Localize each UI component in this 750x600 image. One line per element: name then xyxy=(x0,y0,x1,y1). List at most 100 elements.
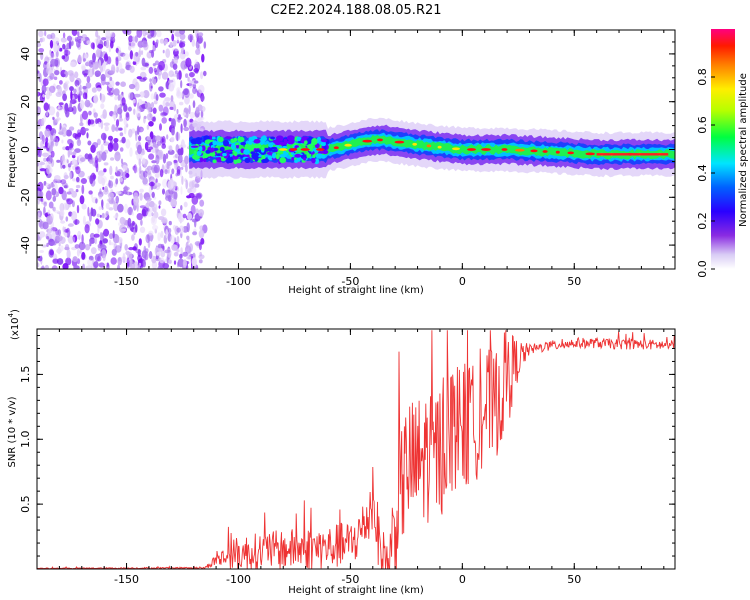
noise-blob xyxy=(45,190,52,201)
noise-blob xyxy=(74,71,79,79)
noise-blob xyxy=(80,99,85,110)
noise-blob xyxy=(118,127,123,131)
noise-blob xyxy=(46,66,53,75)
ridge-blob xyxy=(195,137,203,141)
noise-blob xyxy=(151,191,155,198)
noise-blob xyxy=(53,43,58,53)
noise-blob xyxy=(46,110,49,117)
noise-blob xyxy=(190,204,196,215)
noise-blob xyxy=(105,39,110,49)
ridge-blob xyxy=(221,158,226,162)
noise-blob xyxy=(55,118,59,123)
noise-blob xyxy=(166,163,170,170)
noise-blob xyxy=(114,151,121,162)
noise-blob xyxy=(96,138,101,146)
noise-blob xyxy=(40,140,44,149)
noise-blob xyxy=(164,169,168,175)
noise-blob xyxy=(169,41,173,48)
noise-blob xyxy=(143,115,147,120)
ridge-core xyxy=(333,146,339,150)
ridge-blob xyxy=(232,154,239,160)
noise-blob xyxy=(117,256,122,266)
noise-blob xyxy=(133,164,137,174)
noise-blob xyxy=(70,71,73,78)
noise-blob xyxy=(125,111,130,118)
noise-blob xyxy=(158,247,163,252)
noise-blob xyxy=(148,146,154,150)
noise-blob xyxy=(52,116,55,120)
noise-blob xyxy=(142,157,146,164)
noise-blob xyxy=(154,172,160,178)
noise-blob xyxy=(98,121,101,128)
noise-blob xyxy=(48,183,55,188)
ridge-blob xyxy=(279,154,285,158)
noise-blob xyxy=(69,61,77,68)
noise-blob xyxy=(186,195,192,199)
noise-blob xyxy=(50,150,55,158)
noise-blob xyxy=(114,126,120,132)
noise-blob xyxy=(180,247,183,253)
noise-blob xyxy=(158,86,164,92)
noise-blob xyxy=(69,101,73,111)
noise-blob xyxy=(48,201,54,209)
noise-blob xyxy=(187,251,192,260)
noise-blob xyxy=(74,148,81,154)
noise-blob xyxy=(71,159,77,165)
noise-blob xyxy=(200,95,205,101)
noise-blob xyxy=(180,205,183,211)
noise-blob xyxy=(182,112,186,116)
ridge-blob xyxy=(311,157,316,164)
noise-blob xyxy=(150,93,155,100)
ridge-blob xyxy=(223,140,229,147)
noise-blob xyxy=(39,250,45,253)
noise-blob xyxy=(46,164,51,175)
noise-blob xyxy=(54,210,60,214)
noise-blob xyxy=(47,209,51,215)
ridge-blob xyxy=(301,136,309,139)
noise-blob xyxy=(129,223,134,231)
noise-blob xyxy=(90,42,95,49)
x-tick-label: -100 xyxy=(226,573,251,586)
noise-blob xyxy=(102,109,107,119)
noise-blob xyxy=(75,184,81,189)
noise-blob xyxy=(49,39,54,49)
noise-blob xyxy=(74,218,78,226)
snr-multiplier: (x104) xyxy=(7,309,21,340)
noise-blob xyxy=(154,135,162,141)
noise-blob xyxy=(81,37,86,42)
noise-blob xyxy=(173,190,178,201)
noise-blob xyxy=(101,151,107,161)
noise-blob xyxy=(167,179,174,190)
ridge-blob xyxy=(199,157,204,163)
noise-blob xyxy=(91,208,97,217)
noise-blob xyxy=(173,251,179,257)
noise-blob xyxy=(81,234,84,244)
y-tick-label: 20 xyxy=(19,95,32,109)
noise-blob xyxy=(159,257,165,264)
noise-blob xyxy=(198,229,205,239)
noise-blob xyxy=(137,265,141,269)
noise-blob xyxy=(180,123,183,134)
noise-blob xyxy=(119,228,127,232)
ridge-blob xyxy=(234,148,241,152)
colorbar: 0.0 0.2 0.4 0.6 0.8 Normalized spectral ampl… xyxy=(696,29,749,278)
noise-blob xyxy=(94,70,102,77)
noise-blob xyxy=(64,232,68,238)
ridge-blob xyxy=(203,158,207,162)
noise-blob xyxy=(152,63,156,67)
noise-blob xyxy=(108,70,115,74)
noise-blob xyxy=(138,238,142,246)
noise-blob xyxy=(54,70,60,76)
noise-blob xyxy=(41,265,45,269)
noise-blob xyxy=(140,50,144,55)
noise-blob xyxy=(151,49,155,58)
noise-blob xyxy=(77,230,82,240)
ridge-core xyxy=(362,139,373,143)
noise-blob xyxy=(77,31,80,37)
ridge-blob xyxy=(253,139,261,144)
ridge-blob xyxy=(253,143,262,149)
noise-blob xyxy=(121,136,126,144)
noise-blob xyxy=(107,79,115,89)
ridge-core xyxy=(377,138,383,142)
noise-blob xyxy=(40,197,44,202)
